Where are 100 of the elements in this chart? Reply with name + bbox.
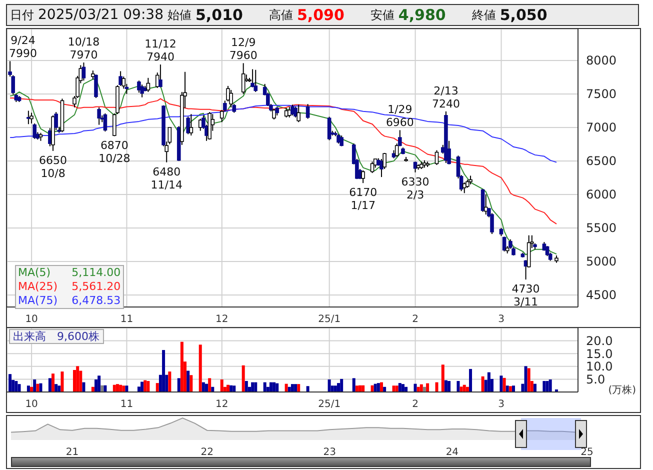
- x-tick-label: 25/1: [318, 314, 341, 326]
- bar: [122, 386, 126, 392]
- bar: [202, 382, 205, 392]
- candlestick: [287, 106, 292, 118]
- bar: [76, 366, 80, 392]
- bar: [487, 372, 490, 392]
- bar: [52, 374, 55, 392]
- bar: [337, 383, 340, 392]
- candlestick: [189, 114, 194, 136]
- annotation: 5,114.00: [72, 266, 121, 280]
- bar: [376, 383, 380, 392]
- bar: [58, 386, 61, 392]
- bar: [162, 350, 166, 392]
- annotation: 6170 1/17: [349, 186, 378, 212]
- bar: [205, 384, 208, 392]
- bar: [370, 385, 374, 392]
- chart-title: 出来高 9,600株: [9, 329, 104, 344]
- candlestick: [272, 108, 276, 120]
- bar: [272, 382, 276, 392]
- candlestick: [502, 236, 506, 252]
- x-tick-label: 3: [498, 314, 504, 326]
- bar: [226, 384, 230, 392]
- x-tick-label: 21: [66, 447, 79, 458]
- annotation: 11/12 7940: [144, 38, 176, 64]
- bar: [98, 376, 101, 392]
- x-tick-label: 24: [446, 447, 459, 458]
- bar: [269, 382, 272, 392]
- x-tick-label: 11: [120, 314, 134, 326]
- candlestick: [254, 69, 258, 92]
- bar: [401, 384, 404, 392]
- bar: [230, 385, 233, 392]
- candlestick: [26, 110, 30, 125]
- bar: [469, 368, 472, 392]
- bar: [426, 383, 430, 392]
- bar: [500, 376, 503, 392]
- bar: [414, 384, 417, 392]
- annotation: 6650 10/8: [39, 154, 68, 180]
- text: MA(5): [18, 266, 51, 280]
- annotation: 2/13 7240: [432, 84, 460, 110]
- bar: [125, 386, 128, 392]
- bar: [190, 375, 193, 392]
- candlestick: [186, 116, 190, 135]
- bar: [395, 386, 398, 392]
- candlestick: [241, 62, 246, 94]
- bar: [276, 383, 279, 392]
- bar: [444, 380, 448, 392]
- candlestick: [361, 170, 365, 184]
- candlestick: [480, 188, 485, 212]
- bar: [448, 380, 451, 392]
- bar: [244, 380, 248, 392]
- bar: [328, 379, 331, 392]
- candlestick: [146, 77, 150, 92]
- bar: [254, 382, 258, 392]
- bar: [502, 378, 506, 392]
- candlestick: [306, 104, 310, 120]
- x-tick-label: 10: [25, 314, 38, 326]
- text: 日付: [10, 6, 34, 24]
- bar: [358, 385, 362, 392]
- bar: [144, 380, 147, 392]
- bar: [352, 378, 356, 392]
- bar: [82, 382, 86, 392]
- y-tick-label: 5000: [586, 254, 617, 269]
- bar: [340, 378, 344, 392]
- bar: [26, 386, 30, 392]
- x-tick-label: 12: [216, 314, 228, 326]
- text: 4,980: [398, 6, 446, 24]
- annotation: 9/24 7990: [9, 34, 37, 60]
- bar: [306, 386, 310, 392]
- x-tick-label: 2: [412, 314, 418, 326]
- candlestick: [296, 104, 301, 123]
- bar: [374, 384, 377, 392]
- bar: [334, 386, 337, 392]
- bar: [294, 384, 298, 392]
- bar: [232, 386, 236, 392]
- bar: [297, 384, 300, 392]
- text: 5,050: [500, 6, 548, 24]
- bar: [527, 368, 530, 392]
- x-tick-label: 23: [323, 447, 336, 458]
- bar: [362, 385, 365, 392]
- bar: [14, 380, 18, 392]
- annotation: 1/29 6960: [386, 103, 414, 130]
- text: 始値: [168, 6, 192, 24]
- bar: [220, 379, 224, 392]
- bar: [284, 384, 288, 392]
- candlestick: [394, 143, 399, 158]
- text: 安値: [370, 6, 394, 24]
- bar: [198, 344, 202, 392]
- bar: [54, 384, 58, 392]
- x-tick-label: 12: [216, 399, 228, 410]
- candlestick: [370, 161, 374, 174]
- bar: [116, 384, 119, 392]
- bar: [456, 380, 460, 392]
- candlestick: [250, 68, 254, 88]
- bar: [460, 386, 463, 392]
- bar: [242, 365, 245, 392]
- candlestick: [30, 112, 34, 124]
- bar: [380, 382, 383, 392]
- bar: [441, 364, 444, 392]
- annotation: 6870 10/28: [98, 139, 130, 166]
- candlestick: [94, 74, 98, 98]
